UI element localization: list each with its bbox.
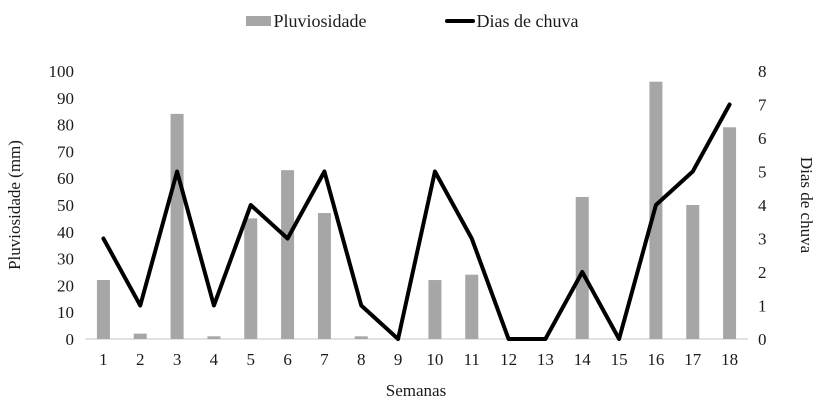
x-axis-tick-label: 4 [210,350,219,369]
right-axis-tick-label: 7 [758,96,767,115]
x-axis-tick-label: 3 [173,350,182,369]
right-axis-tick-label: 5 [758,163,767,182]
x-axis-tick-label: 9 [394,350,403,369]
x-axis-tick-label: 16 [647,350,664,369]
left-axis-tick-label: 100 [49,62,75,81]
right-axis-tick-label: 1 [758,297,767,316]
bar-week-5 [244,218,258,339]
left-axis-title: Pluviosidade (mm) [5,140,24,270]
right-axis-tick-label: 0 [758,330,767,349]
x-axis-tick-label: 14 [574,350,592,369]
right-axis-tick-label: 6 [758,129,767,148]
x-axis-tick-label: 1 [99,350,108,369]
left-axis-tick-label: 20 [57,276,74,295]
bar-week-14 [575,196,589,339]
bar-week-8 [354,336,368,339]
legend-label-pluviosidade: Pluviosidade [273,10,367,31]
x-axis-title: Semanas [386,381,446,400]
left-axis-tick-label: 40 [57,223,74,242]
x-axis-tick-label: 15 [611,350,628,369]
left-axis-tick-label: 80 [57,116,74,135]
bar-week-1 [96,280,110,339]
left-axis-tick-label: 10 [57,303,74,322]
line-layer [101,102,732,341]
line-swatch-icon [444,19,475,23]
plot-area: Pluviosidade (mm) Dias de chuva Semanas … [5,62,816,400]
left-axis-tick-label: 0 [66,330,75,349]
right-axis-tick-label: 8 [758,62,767,81]
bar-week-4 [207,336,221,339]
left-axis-tick-label: 90 [57,89,74,108]
x-axis-tick-label: 17 [684,350,702,369]
x-axis-tick-label: 8 [357,350,366,369]
x-axis-tick-label: 13 [537,350,554,369]
bar-week-10 [428,280,442,339]
x-axis-tick-label: 11 [464,350,480,369]
bar-week-3 [170,113,184,339]
bar-week-18 [723,127,737,339]
x-axis-tick-label: 2 [136,350,145,369]
x-axis-tick-label: 5 [247,350,256,369]
left-axis-tick-label: 30 [57,250,74,269]
legend-item-dias-de-chuva: Dias de chuva [444,10,579,32]
bars-layer [96,81,737,339]
x-axis-tick-label: 18 [721,350,738,369]
bar-week-7 [317,213,331,339]
x-axis-tick-label: 7 [320,350,329,369]
right-axis-tick-label: 2 [758,263,767,282]
dias-de-chuva-line [101,102,732,341]
left-axis-tick-label: 50 [57,196,74,215]
right-axis-title: Dias de chuva [797,157,816,254]
bar-swatch-icon [245,16,271,26]
bar-week-17 [686,205,700,339]
right-axis-tick-label: 4 [758,196,767,215]
x-axis-tick-label: 10 [426,350,443,369]
bar-week-2 [133,333,147,339]
left-axis-tick-label: 60 [57,169,74,188]
legend-item-pluviosidade: Pluviosidade [245,10,367,32]
x-axis-tick-label: 6 [283,350,292,369]
left-axis-tick-label: 70 [57,142,74,161]
right-axis-tick-label: 3 [758,230,767,249]
bar-week-11 [465,274,479,339]
legend-label-dias-de-chuva: Dias de chuva [476,10,579,31]
bar-week-6 [281,170,295,339]
x-axis-tick-label: 12 [500,350,517,369]
chart-legend: Pluviosidade Dias de chuva [0,0,824,40]
